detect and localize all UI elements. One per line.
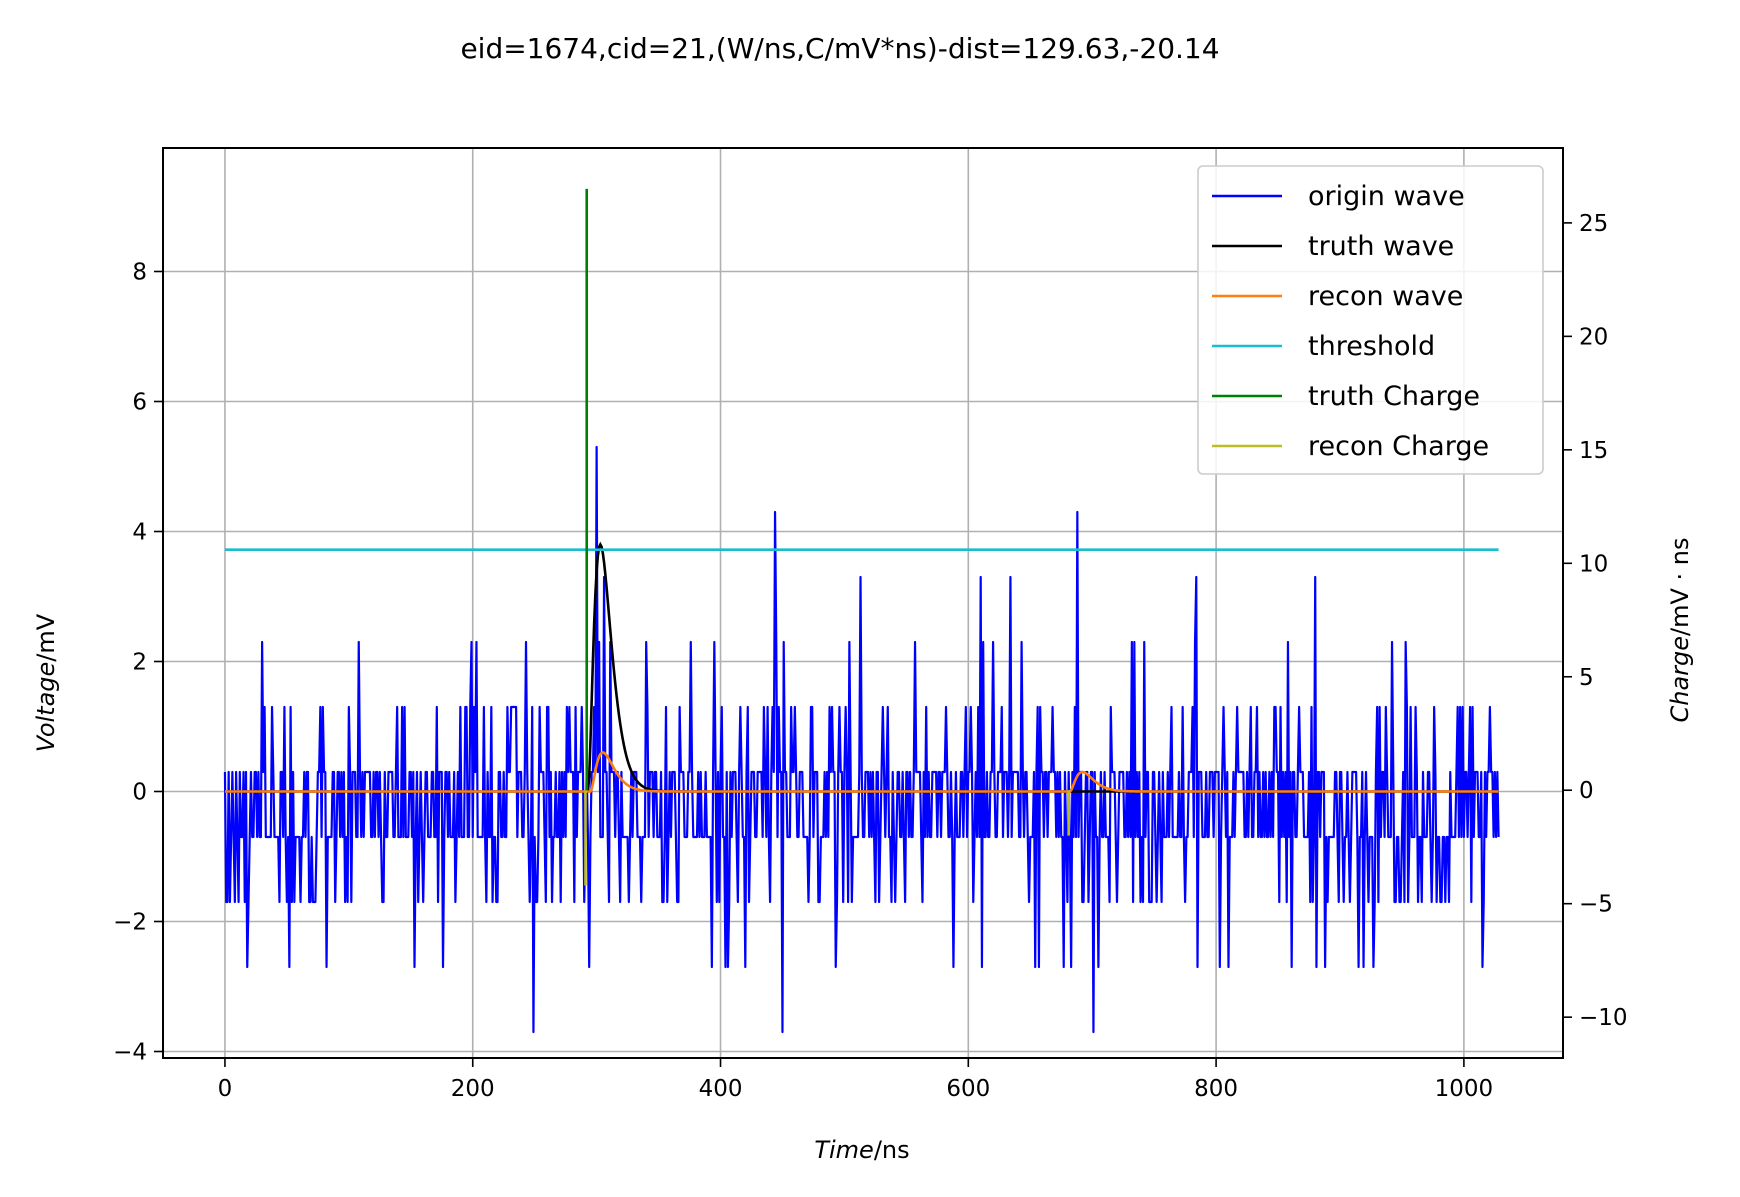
y2-tick-label-25: 25 — [1579, 211, 1608, 237]
legend-label-recon-charge: recon Charge — [1308, 431, 1489, 462]
series-recon-wave — [224, 751, 1499, 793]
y-tick-label--4: −4 — [113, 1040, 147, 1066]
legend-label-recon-wave: recon wave — [1308, 281, 1463, 312]
series-origin-wave — [223, 445, 1500, 1034]
x-tick-label-400: 400 — [699, 1076, 743, 1102]
legend-box — [1197, 165, 1544, 475]
x-tick-label-800: 800 — [1194, 1076, 1238, 1102]
y2-tick-label--5: −5 — [1579, 892, 1613, 918]
y-tick-label-8: 8 — [132, 260, 147, 286]
legend: origin wave truth wave recon wave threshold… — [1197, 165, 1544, 475]
plot-area — [163, 148, 1563, 1058]
axes: 0 200 400 600 800 1000 −4 −2 0 2 4 6 8 −10 −5 0 5 10 15 20 2… — [113, 147, 1628, 1102]
y2-axis-label: Charge/mV · ns — [1666, 537, 1694, 722]
x-tick-label-200: 200 — [451, 1076, 495, 1102]
x-tick-label-600: 600 — [946, 1076, 990, 1102]
y-tick-label-0: 0 — [132, 780, 147, 806]
chart-title: eid=1674,cid=21,(W/ns,C/mV*ns)-dist=129.… — [460, 32, 1219, 65]
y2-tick-label-15: 15 — [1579, 438, 1608, 464]
y-tick-label--2: −2 — [113, 910, 147, 936]
legend-label-truth-wave: truth wave — [1308, 231, 1454, 262]
y2-tick-label--10: −10 — [1579, 1005, 1628, 1031]
y-tick-label-4: 4 — [132, 520, 147, 546]
y2-tick-label-20: 20 — [1579, 324, 1608, 350]
legend-label-origin-wave: origin wave — [1308, 181, 1465, 212]
legend-label-truth-charge: truth Charge — [1308, 381, 1480, 412]
y-tick-label-6: 6 — [132, 390, 147, 416]
y-axis-label: Voltage/mV — [32, 613, 60, 752]
y2-tick-label-5: 5 — [1579, 665, 1594, 691]
x-tick-label-0: 0 — [218, 1076, 233, 1102]
legend-label-threshold: threshold — [1308, 331, 1435, 362]
y2-tick-label-0: 0 — [1579, 778, 1594, 804]
series-group — [223, 188, 1500, 1034]
y2-tick-label-10: 10 — [1579, 551, 1608, 577]
x-tick-label-1000: 1000 — [1435, 1076, 1494, 1102]
y-tick-label-2: 2 — [132, 650, 147, 676]
axes-frame — [162, 147, 1564, 1059]
x-axis-label: Time/ns — [814, 1136, 909, 1164]
